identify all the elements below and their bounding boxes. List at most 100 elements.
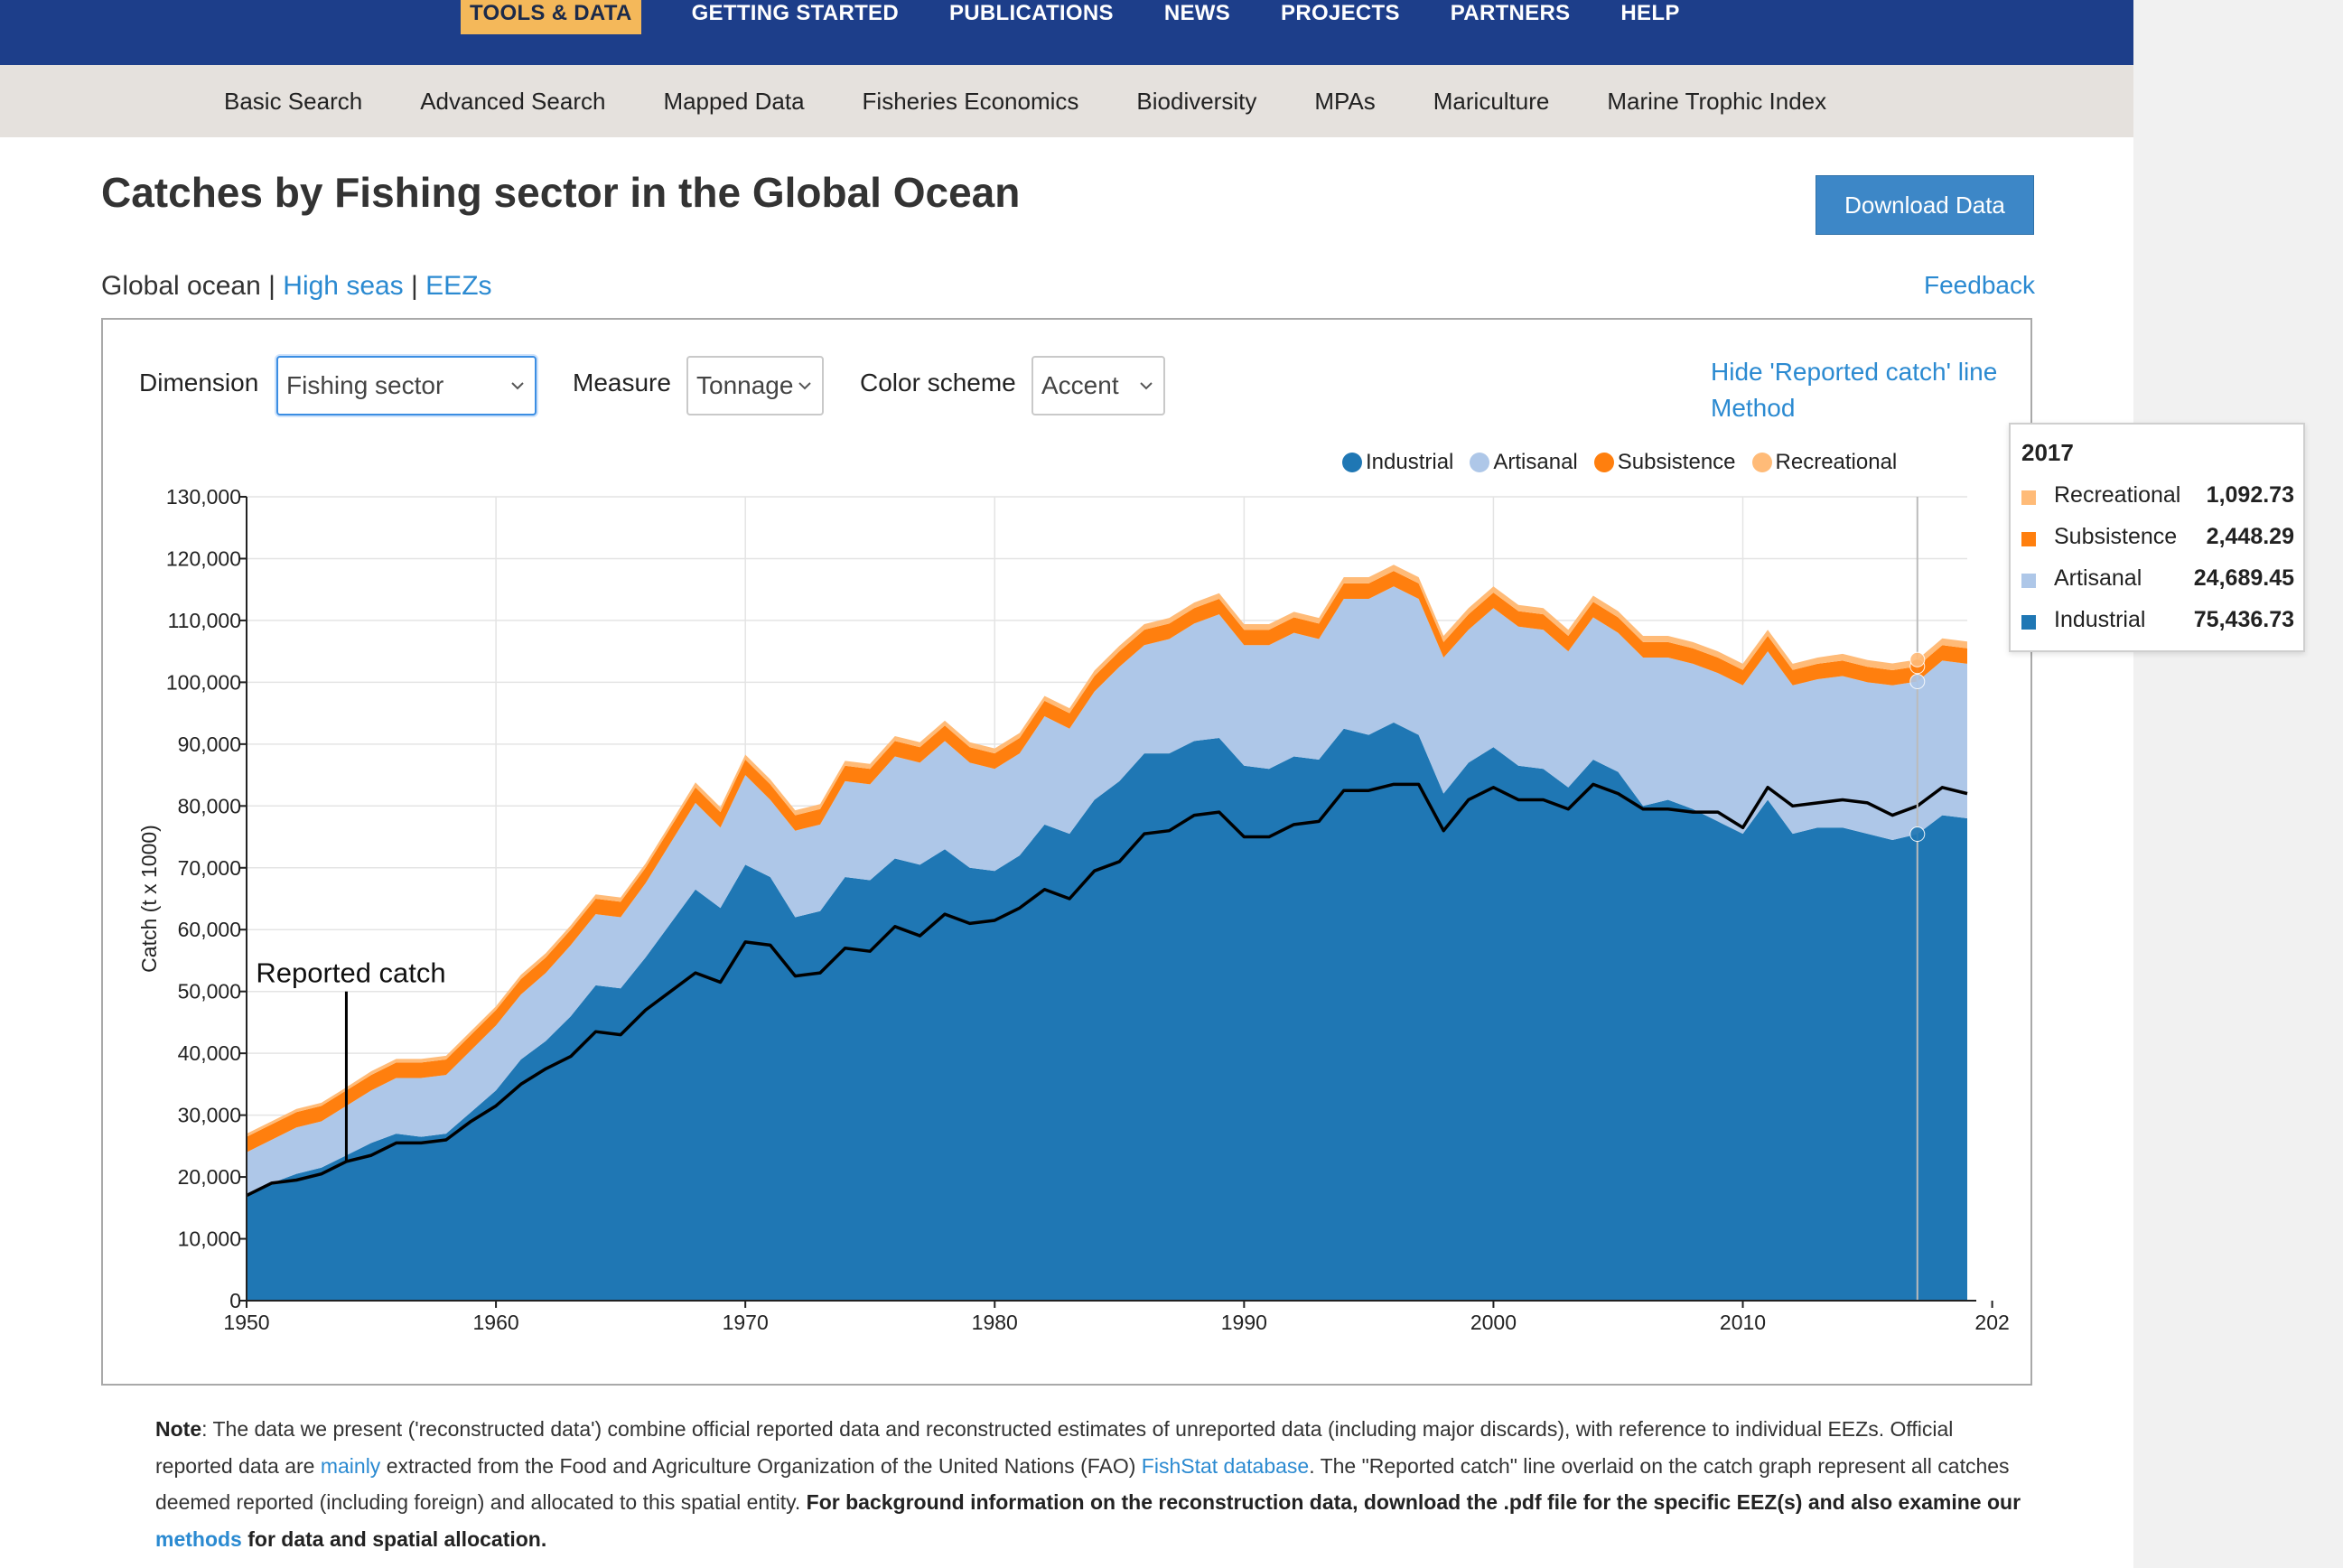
fishstat-database-link[interactable]: FishStat database xyxy=(1141,1453,1310,1478)
y-tick-label: 100,000 xyxy=(166,670,241,694)
tooltip-swatch xyxy=(2021,615,2036,630)
y-tick-label: 130,000 xyxy=(166,485,241,509)
subnav-mariculture[interactable]: Mariculture xyxy=(1433,88,1550,115)
tooltip-value: 2,448.29 xyxy=(2206,524,2294,549)
y-tick-label: 10,000 xyxy=(178,1227,241,1251)
measure-select[interactable]: Tonnage xyxy=(686,356,824,415)
subnav-mapped-data[interactable]: Mapped Data xyxy=(663,88,805,115)
note-bold-1: For background information on the recons… xyxy=(806,1490,2021,1514)
nav-help[interactable]: HELP xyxy=(1620,1,1680,25)
tooltip-value: 24,689.45 xyxy=(2193,565,2294,591)
x-tick-label: 1960 xyxy=(473,1311,519,1334)
area-artisanal xyxy=(247,586,1967,1196)
subnav-advanced-search[interactable]: Advanced Search xyxy=(420,88,606,115)
note-text-1: : The data we present ('reconstructed da… xyxy=(155,1417,1954,1478)
region-eezs-link[interactable]: EEZs xyxy=(425,271,492,301)
note-text-2: extracted from the Food and Agriculture … xyxy=(380,1453,1142,1478)
y-tick-label: 40,000 xyxy=(178,1041,241,1065)
y-tick-label: 90,000 xyxy=(178,733,241,756)
nav-partners[interactable]: PARTNERS xyxy=(1450,1,1571,25)
legend-item-artisanal[interactable]: Artisanal xyxy=(1470,450,1578,475)
x-tick-label: 2000 xyxy=(1470,1311,1517,1334)
side-gutter xyxy=(2133,0,2343,1568)
tooltip-swatch xyxy=(2021,574,2036,588)
dimension-select[interactable]: Fishing sector xyxy=(276,356,537,415)
legend-label: Industrial xyxy=(1366,450,1454,474)
subnav-basic-search[interactable]: Basic Search xyxy=(224,88,363,115)
mainly-link[interactable]: mainly xyxy=(320,1453,381,1478)
chevron-down-icon xyxy=(1140,382,1153,390)
chart-links: Hide 'Reported catch' line Method xyxy=(1711,354,1997,426)
nav-publications[interactable]: PUBLICATIONS xyxy=(948,1,1114,25)
color-scheme-select[interactable]: Accent xyxy=(1031,356,1165,415)
top-nav: TOOLS & DATA GETTING STARTED PUBLICATION… xyxy=(0,0,2133,65)
legend-label: Subsistence xyxy=(1617,450,1736,474)
area-industrial xyxy=(247,722,1967,1301)
nav-getting-started[interactable]: GETTING STARTED xyxy=(691,1,899,25)
subnav-marine-trophic-index[interactable]: Marine Trophic Index xyxy=(1607,88,1827,115)
y-axis-label: Catch (t x 1000) xyxy=(137,825,161,973)
hide-reported-catch-link[interactable]: Hide 'Reported catch' line xyxy=(1711,358,1998,386)
tooltip-swatch xyxy=(2021,490,2036,505)
y-tick-label: 70,000 xyxy=(178,856,241,880)
chevron-down-icon xyxy=(798,382,811,390)
legend-swatch xyxy=(1470,453,1490,472)
legend-swatch xyxy=(1593,453,1614,472)
x-tick-label: 202 xyxy=(1974,1311,2009,1334)
nav-tools-data[interactable]: TOOLS & DATA xyxy=(461,0,641,34)
reported-catch-line xyxy=(246,782,1968,1198)
y-tick-label: 120,000 xyxy=(166,546,241,570)
region-selector: Global ocean | High seas | EEZs xyxy=(101,271,492,302)
subnav-mpas[interactable]: MPAs xyxy=(1314,88,1376,115)
nav-projects[interactable]: PROJECTS xyxy=(1281,1,1400,25)
legend-swatch xyxy=(1342,453,1362,472)
chart-tooltip: 2017 Recreational 1,092.73 Subsistence 2… xyxy=(2009,423,2305,652)
chevron-down-icon xyxy=(511,382,524,390)
chart-legend: Industrial Artisanal Subsistence Recreat… xyxy=(1342,450,1913,475)
hover-dot-industrial xyxy=(1909,826,1926,843)
region-separator: | xyxy=(411,271,418,301)
legend-item-subsistence[interactable]: Subsistence xyxy=(1593,450,1736,475)
catch-area-chart: Reported catch 0 10,000 20,000 30,000 40,000 5… xyxy=(137,485,2010,1334)
page-title: Catches by Fishing sector in the Global … xyxy=(101,169,1021,216)
dimension-label: Dimension xyxy=(139,369,259,397)
dimension-value: Fishing sector xyxy=(286,371,444,399)
legend-label: Recreational xyxy=(1775,450,1898,474)
page: TOOLS & DATA GETTING STARTED PUBLICATION… xyxy=(0,0,2133,1557)
download-data-button[interactable]: Download Data xyxy=(1816,175,2034,235)
tooltip-row-artisanal: Artisanal 24,689.45 xyxy=(2021,565,2294,598)
note-bold-2: for data and spatial allocation. xyxy=(241,1526,547,1551)
x-tick-label: 1980 xyxy=(972,1311,1018,1334)
legend-item-recreational[interactable]: Recreational xyxy=(1751,450,1898,475)
sub-nav: Basic Search Advanced Search Mapped Data… xyxy=(0,65,2133,137)
method-link[interactable]: Method xyxy=(1711,394,1796,422)
color-scheme-label: Color scheme xyxy=(860,369,1016,397)
y-tick-label: 30,000 xyxy=(178,1104,241,1127)
measure-label: Measure xyxy=(573,369,671,397)
tooltip-value: 75,436.73 xyxy=(2193,607,2294,632)
note-text-3: . The "Reported catch" line overlaid on … xyxy=(155,1453,2010,1515)
tooltip-name: Subsistence xyxy=(2054,524,2178,549)
annotation-label: Reported catch xyxy=(256,957,445,989)
tooltip-value: 1,092.73 xyxy=(2206,482,2294,508)
legend-item-industrial[interactable]: Industrial xyxy=(1342,450,1453,475)
hover-dot-recreational xyxy=(1909,651,1926,667)
tooltip-row-industrial: Industrial 75,436.73 xyxy=(2021,607,2294,639)
subnav-biodiversity[interactable]: Biodiversity xyxy=(1136,88,1257,115)
legend-label: Artisanal xyxy=(1493,450,1578,474)
subnav-fisheries-economics[interactable]: Fisheries Economics xyxy=(862,88,1079,115)
feedback-link[interactable]: Feedback xyxy=(1924,271,2035,299)
tooltip-swatch xyxy=(2021,532,2036,546)
tooltip-name: Industrial xyxy=(2054,607,2146,632)
y-tick-label: 0 xyxy=(229,1289,241,1312)
tooltip-row-subsistence: Subsistence 2,448.29 xyxy=(2021,524,2294,556)
y-tick-label: 80,000 xyxy=(178,794,241,817)
hover-dot-artisanal xyxy=(1909,674,1926,690)
nav-news[interactable]: NEWS xyxy=(1163,1,1231,25)
region-global-ocean: Global ocean xyxy=(101,271,261,301)
y-tick-label: 20,000 xyxy=(178,1165,241,1189)
region-high-seas-link[interactable]: High seas xyxy=(283,271,404,301)
methods-link[interactable]: methods xyxy=(155,1526,242,1551)
color-scheme-value: Accent xyxy=(1041,371,1119,399)
note-text: Note: The data we present ('reconstructe… xyxy=(155,1411,2034,1557)
